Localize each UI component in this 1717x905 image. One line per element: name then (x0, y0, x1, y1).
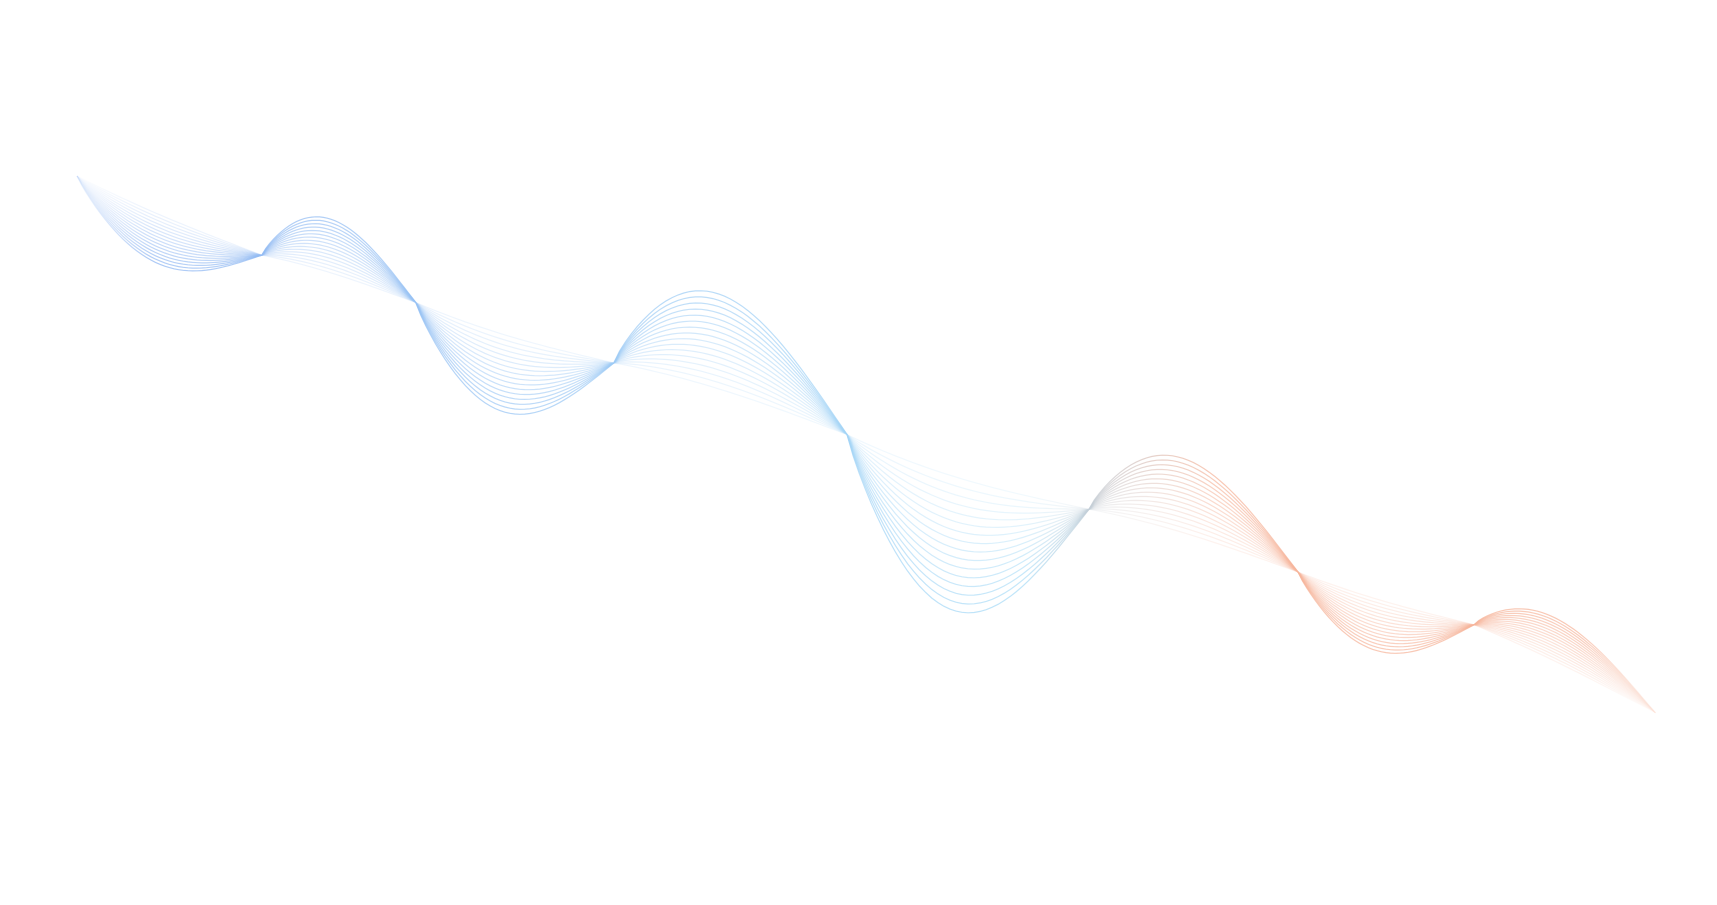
wave-line (76, 175, 1656, 714)
wave-line (76, 175, 1656, 714)
wave-line (76, 175, 1656, 714)
wave-line (76, 175, 1656, 714)
wave-line-group (76, 175, 1656, 714)
wave-line (76, 175, 1656, 714)
wave-line (76, 175, 1656, 714)
wave-line (76, 175, 1656, 714)
wave-line (76, 175, 1656, 714)
wave-line (76, 175, 1656, 714)
wave-line (76, 175, 1656, 714)
wave-line (76, 175, 1656, 714)
wave-line (76, 175, 1656, 714)
wave-line (76, 175, 1656, 714)
wave-line (76, 175, 1656, 714)
wave-line (76, 175, 1656, 714)
wave-line (76, 175, 1656, 714)
